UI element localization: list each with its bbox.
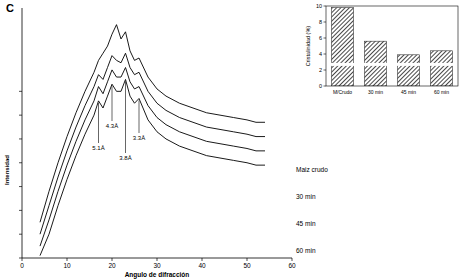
y-tick <box>19 186 22 187</box>
inset-frame <box>326 6 458 86</box>
inset-y-tick-label: 2 <box>319 67 322 73</box>
inset-y-tick <box>324 38 327 39</box>
xrd-curve <box>40 25 265 223</box>
annotation: 3.3Å <box>133 135 145 141</box>
bar <box>398 55 420 86</box>
series-label: 30 min <box>296 193 316 200</box>
inset-y-tick-label: 0 <box>319 83 322 89</box>
y-tick <box>19 91 22 92</box>
inset-y-tick <box>324 70 327 71</box>
inset-plot <box>332 8 453 86</box>
category-label: M/Crudo <box>333 89 352 95</box>
x-tick <box>67 258 68 261</box>
x-tick-label: 50 <box>243 262 251 269</box>
inset-y-tick-label: 10 <box>316 3 322 9</box>
category-label: 45 min <box>401 89 416 95</box>
series-label: 45 min <box>296 220 316 227</box>
annotation-line <box>98 103 99 143</box>
x-tick <box>112 258 113 261</box>
inset-y-title: Cristalinidad (%) <box>305 26 311 67</box>
inset-y-tick <box>324 86 327 87</box>
x-tick <box>22 258 23 261</box>
plot-area <box>40 25 265 256</box>
annotation: 3.8Å <box>119 155 131 161</box>
y-tick <box>19 115 22 116</box>
x-tick-label: 20 <box>108 262 116 269</box>
y-axis <box>22 8 23 258</box>
series-label: 60 min <box>296 247 316 254</box>
bar <box>332 8 354 86</box>
annotation-line <box>139 100 140 133</box>
series-label: Maiz crudo <box>296 166 328 173</box>
x-tick-label: 60 <box>288 262 296 269</box>
inset-y-tick <box>324 54 327 55</box>
x-tick <box>292 258 293 261</box>
inset-y-tick <box>324 6 327 7</box>
x-tick <box>202 258 203 261</box>
inset-y-tick <box>324 22 327 23</box>
y-axis-title: Intensidad <box>4 155 10 185</box>
category-label: 60 min <box>434 89 449 95</box>
x-tick-label: 40 <box>198 262 206 269</box>
annotation-line <box>125 81 126 153</box>
annotation: 5.1Å <box>92 145 104 151</box>
x-tick-label: 0 <box>20 262 24 269</box>
y-tick <box>19 234 22 235</box>
annotation-line <box>112 86 113 121</box>
x-tick-label: 30 <box>153 262 161 269</box>
x-tick <box>157 258 158 261</box>
panel-label: C <box>6 2 14 14</box>
annotation: 4.3Å <box>106 123 118 129</box>
y-tick <box>19 138 22 139</box>
y-tick <box>19 162 22 163</box>
y-tick <box>19 258 22 259</box>
inset-y-tick-label: 8 <box>319 19 322 25</box>
axis-break <box>323 63 458 66</box>
category-label: 30 min <box>368 89 383 95</box>
inset-y-tick-label: 4 <box>319 51 322 57</box>
xrd-curve <box>40 53 265 234</box>
inset-y-tick-label: 6 <box>319 35 322 41</box>
xrd-curve <box>40 79 265 255</box>
x-axis-title: Angulo de difracción <box>125 271 190 279</box>
x-tick-label: 10 <box>63 262 71 269</box>
xrd-curve <box>40 68 265 247</box>
figure: C0102030405060Angulo de difracciónIntens… <box>0 0 468 280</box>
bar <box>431 51 453 86</box>
x-tick <box>247 258 248 261</box>
y-tick <box>19 210 22 211</box>
